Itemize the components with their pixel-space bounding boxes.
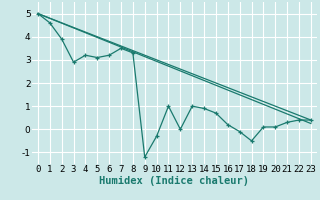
X-axis label: Humidex (Indice chaleur): Humidex (Indice chaleur) — [100, 176, 249, 186]
